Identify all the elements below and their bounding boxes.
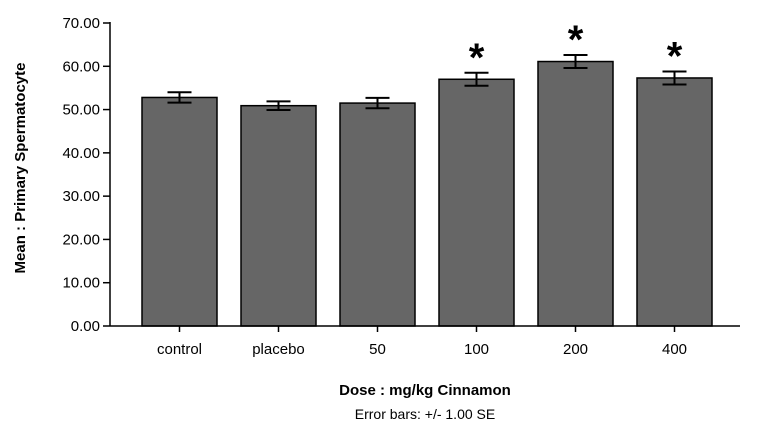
significance-star-400: * [667, 34, 683, 78]
bar-400 [636, 77, 713, 327]
error-bar-50 [365, 96, 390, 110]
significance-star-200: * [568, 18, 584, 62]
x-tick-label: 400 [662, 341, 687, 358]
y-axis-ticks: 0.00 10.00 20.00 30.00 40.00 50.00 60.00 70.00 [62, 15, 110, 335]
y-axis-title: Mean : Primary Spermatocyte [12, 63, 29, 274]
bar-100 [438, 78, 515, 327]
y-tick-label: 30.00 [62, 188, 100, 205]
error-bar-control [167, 91, 192, 104]
x-tick-label: 200 [563, 341, 588, 358]
bar-200 [537, 60, 614, 327]
y-tick-label: 60.00 [62, 58, 100, 75]
bar-50 [339, 102, 416, 327]
x-axis-title: Dose : mg/kg Cinnamon [339, 382, 511, 399]
error-bar-placebo [266, 100, 291, 112]
significance-star-100: * [469, 36, 485, 80]
significance-markers: * * * [469, 18, 683, 80]
y-tick-label: 0.00 [71, 318, 100, 335]
x-axis-ticks: control placebo 50 100 200 400 [157, 326, 687, 358]
error-bar-200 [563, 54, 588, 70]
bar-control [141, 96, 218, 327]
y-tick-label: 20.00 [62, 231, 100, 248]
y-tick-label: 10.00 [62, 275, 100, 292]
x-tick-label: placebo [252, 341, 305, 358]
error-bars-group [167, 54, 687, 112]
y-tick-label: 50.00 [62, 102, 100, 119]
error-bar-100 [464, 71, 489, 87]
y-tick-label: 70.00 [62, 15, 100, 32]
error-bars-note: Error bars: +/- 1.00 SE [355, 406, 495, 422]
x-tick-label: 50 [369, 341, 386, 358]
x-tick-label: 100 [464, 341, 489, 358]
bars-group [141, 60, 713, 327]
y-tick-label: 40.00 [62, 145, 100, 162]
error-bar-400 [662, 70, 687, 86]
x-tick-label: control [157, 341, 202, 358]
bar-placebo [240, 104, 317, 327]
